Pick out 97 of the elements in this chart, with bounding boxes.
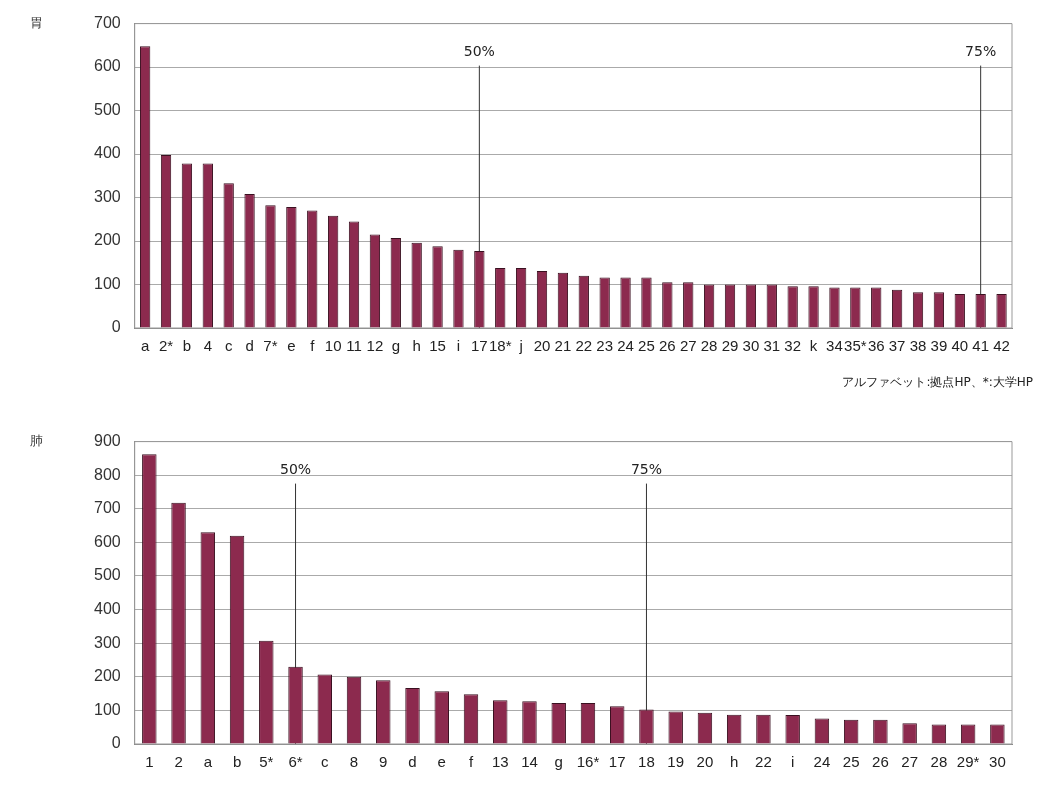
x-tick-label: 23 — [596, 337, 614, 355]
x-tick-label: 28 — [930, 753, 948, 771]
x-tick-label: 13 — [491, 753, 509, 771]
x-tick-label: 17 — [471, 337, 488, 355]
x-tick-label: e — [437, 753, 446, 771]
x-tick-label: 2 — [174, 753, 183, 771]
x-tick-label: 18 — [638, 753, 655, 771]
ref-line-label: 50% — [463, 43, 495, 60]
x-tick-label: 24 — [813, 753, 831, 771]
x-tick-label: f — [468, 753, 474, 771]
x-tick-label: 24 — [617, 337, 634, 355]
x-tick-label: 39 — [930, 337, 948, 355]
y-tick-label: 500 — [93, 100, 121, 118]
y-tick-label: 500 — [93, 566, 121, 584]
x-tick-label: 17 — [608, 753, 626, 771]
ref-line-label: 50% — [279, 461, 312, 478]
x-tick-label: a — [140, 337, 150, 355]
y-tick-label: 200 — [93, 231, 121, 249]
y-tick-label: 600 — [93, 532, 121, 550]
y-tick-label: 600 — [93, 57, 121, 75]
x-tick-label: f — [310, 337, 316, 355]
y-tick-label: 900 — [93, 432, 121, 450]
x-tick-label: 16* — [576, 753, 600, 771]
x-tick-label: 42 — [993, 337, 1010, 355]
x-tick-label: d — [408, 753, 417, 771]
y-tick-label: 0 — [111, 318, 121, 336]
y-tick-label: 0 — [111, 734, 121, 752]
x-tick-label: i — [791, 753, 795, 771]
y-tick-label: 200 — [93, 667, 121, 685]
x-tick-label: 5* — [259, 753, 274, 771]
x-tick-label: 20 — [533, 337, 551, 355]
x-tick-label: 37 — [888, 337, 906, 355]
x-tick-label: 12 — [366, 337, 384, 355]
text: アルファベット:拠点HP、*:大学HP — [842, 374, 1033, 391]
x-tick-label: 9 — [379, 753, 388, 771]
x-tick-label: 36 — [867, 337, 885, 355]
x-tick-label: 7* — [263, 337, 278, 355]
y-tick-label: 700 — [93, 14, 121, 32]
x-tick-label: i — [456, 337, 461, 355]
y-tick-label: 400 — [93, 600, 121, 618]
x-tick-label: k — [809, 337, 818, 355]
x-tick-label: 31 — [763, 337, 781, 355]
x-tick-label: 27 — [679, 337, 697, 355]
x-tick-label: e — [287, 337, 296, 355]
y-tick-label: 100 — [93, 274, 121, 292]
y-tick-label: 700 — [93, 499, 121, 517]
x-tick-label: 20 — [696, 753, 714, 771]
x-tick-label: 38 — [909, 337, 927, 355]
x-tick-label: 4 — [203, 337, 212, 355]
x-tick-label: 29* — [956, 753, 980, 771]
y-tick-label: 100 — [93, 700, 121, 718]
chart-title: 肺 — [30, 432, 43, 450]
x-tick-label: b — [182, 337, 192, 355]
x-tick-label: g — [391, 337, 400, 355]
x-tick-label: 25 — [638, 337, 655, 355]
x-tick-label: 32 — [784, 337, 802, 355]
x-tick-label: b — [232, 753, 242, 771]
ref-line-label: 75% — [965, 43, 997, 60]
x-tick-label: 11 — [346, 337, 362, 355]
y-tick-label: 300 — [93, 187, 121, 205]
x-tick-label: j — [518, 337, 523, 355]
x-tick-label: h — [730, 753, 739, 771]
x-tick-label: 2* — [158, 337, 174, 355]
x-tick-label: 19 — [667, 753, 685, 771]
y-tick-label: 800 — [93, 465, 121, 483]
x-tick-label: 25 — [842, 753, 860, 771]
x-tick-label: c — [224, 337, 233, 355]
x-tick-label: 34 — [826, 337, 843, 355]
x-tick-label: 30 — [989, 753, 1006, 771]
x-tick-label: g — [554, 753, 563, 771]
x-tick-label: 27 — [901, 753, 918, 771]
ref-line-label: 75% — [630, 461, 663, 478]
x-tick-label: 1 — [145, 753, 154, 771]
x-tick-label: a — [203, 753, 213, 771]
x-tick-label: 6* — [288, 753, 303, 771]
x-tick-label: 10 — [324, 337, 342, 355]
x-tick-label: 21 — [554, 337, 572, 355]
x-tick-label: 30 — [742, 337, 760, 355]
chart-title: 胃 — [30, 14, 43, 32]
x-tick-label: 35* — [844, 337, 867, 355]
x-tick-label: 22 — [575, 337, 593, 355]
x-tick-label: h — [412, 337, 421, 355]
x-tick-label: 8 — [349, 753, 359, 771]
x-tick-label: 22 — [755, 753, 772, 771]
y-tick-label: 300 — [93, 633, 121, 651]
y-tick-label: 400 — [93, 144, 121, 162]
x-tick-label: 29 — [721, 337, 739, 355]
x-tick-label: c — [321, 753, 330, 771]
x-tick-label: 18* — [488, 337, 512, 355]
x-tick-label: 26 — [872, 753, 889, 771]
x-tick-label: 28 — [700, 337, 718, 355]
x-tick-label: 14 — [521, 753, 538, 771]
x-tick-label: 15 — [429, 337, 446, 355]
x-tick-label: 40 — [951, 337, 969, 355]
x-tick-label: 26 — [659, 337, 676, 355]
x-tick-label: 41 — [972, 337, 990, 355]
x-tick-label: d — [245, 337, 254, 355]
